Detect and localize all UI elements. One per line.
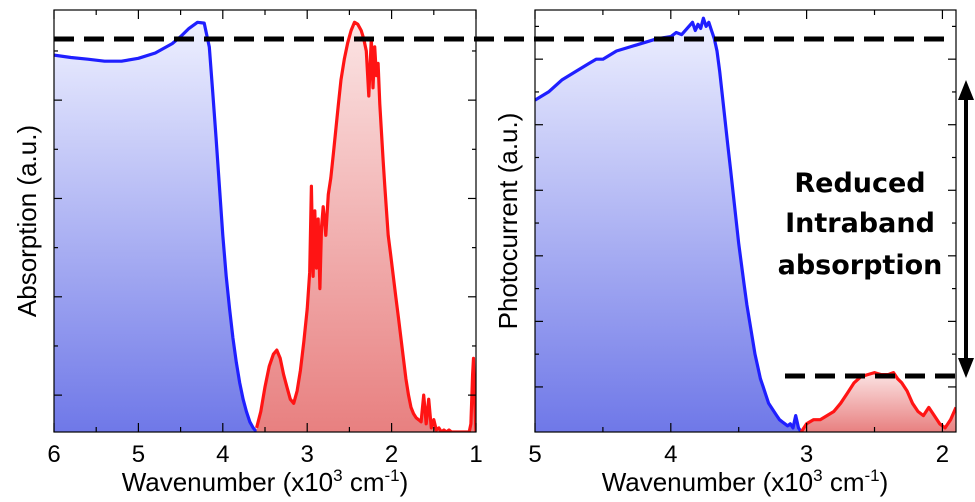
absorption-x-tick-label: 2: [385, 441, 398, 468]
absorption-plot-area: [54, 20, 476, 432]
photocurrent-x-tick-label: 4: [664, 441, 677, 468]
absorption-red-area-fill: [256, 22, 476, 432]
absorption-x-tick-label: 1: [469, 441, 482, 468]
annotation-line-3: absorption: [778, 250, 943, 281]
absorption-x-tick-label: 3: [301, 441, 314, 468]
photocurrent-x-tick-label: 5: [528, 441, 541, 468]
absorption-panel: 6 5 4 3 2 1 Absorption (a.u.) Wavenumber (x10…: [12, 9, 483, 497]
photocurrent-x-tick-label: 3: [800, 441, 813, 468]
absorption-x-tick-label: 6: [47, 441, 60, 468]
photocurrent-plot-area: [535, 16, 956, 432]
absorption-ticks: 6 5 4 3 2 1: [47, 10, 483, 468]
absorption-x-tick-label: 5: [132, 441, 145, 468]
annotation-line-2: Intraband: [785, 208, 935, 239]
photocurrent-blue-area-fill: [535, 18, 802, 432]
double-arrow-up-head: [958, 80, 974, 100]
photocurrent-blue-series-line: [535, 16, 803, 432]
annotation-group: Reduced Intraband absorption: [54, 36, 974, 379]
absorption-x-tick-label: 4: [216, 441, 229, 468]
photocurrent-y-axis-label: Photocurrent (a.u.): [493, 113, 523, 330]
absorption-y-axis-label: Absorption (a.u.): [12, 125, 42, 317]
double-arrow-down-head: [958, 358, 974, 378]
photocurrent-panel: 5 4 3 2 Photocurrent (a.u.) Wavenumber (x10…: [493, 9, 957, 497]
photocurrent-red-area-fill: [801, 372, 956, 432]
photocurrent-x-tick-label: 2: [936, 441, 949, 468]
absorption-x-axis-label: Wavenumber (x103 cm-1): [122, 466, 409, 497]
photocurrent-x-axis-label: Wavenumber (x103 cm-1): [602, 466, 889, 497]
absorption-blue-area-fill: [54, 22, 257, 432]
photocurrent-ticks: 5 4 3 2: [528, 10, 956, 468]
absorption-blue-series-line: [54, 20, 258, 432]
annotation-line-1: Reduced: [794, 168, 925, 199]
absorption-red-series-line: [255, 20, 476, 432]
photocurrent-plot-frame: [534, 9, 957, 433]
